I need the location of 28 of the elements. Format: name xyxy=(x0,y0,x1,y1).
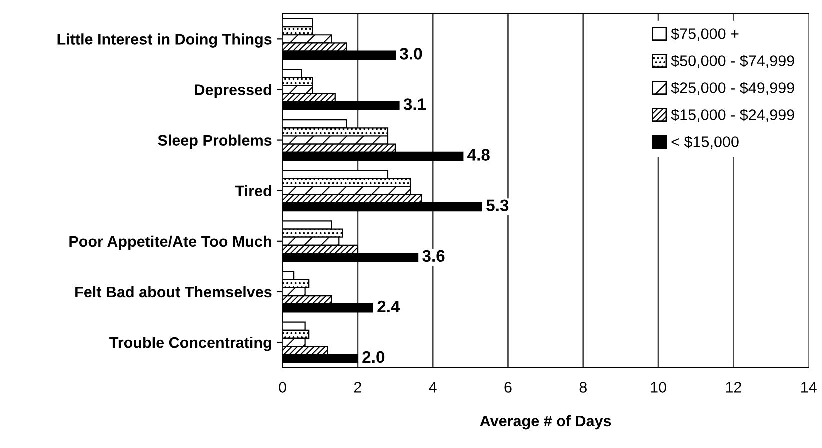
legend-label: $75,000 + xyxy=(671,28,739,42)
y-tick-label: Poor Appetite/Ate Too Much xyxy=(70,236,272,250)
x-tick-label: 4 xyxy=(429,382,437,393)
x-tick-label: 14 xyxy=(802,382,817,393)
legend-label: $25,000 - $49,999 xyxy=(671,82,794,96)
legend-label: $15,000 - $24,999 xyxy=(671,108,794,122)
data-label: 2.4 xyxy=(378,300,400,312)
x-tick-label: 12 xyxy=(726,382,742,393)
x-tick-label: 8 xyxy=(580,382,587,393)
x-tick-label: 0 xyxy=(279,382,286,393)
data-label: 2.0 xyxy=(362,351,385,364)
data-label: 3.0 xyxy=(400,48,422,60)
legend-label: < $15,000 xyxy=(672,136,739,150)
legend-label: $50,000 - $74,999 xyxy=(671,54,794,68)
y-tick-label: Trouble Concentrating xyxy=(110,336,272,352)
x-axis-title: Average # of Days xyxy=(480,415,612,430)
y-tick-label: Tired xyxy=(235,185,272,197)
y-tick-label: Little Interest in Doing Things xyxy=(58,34,272,48)
x-tick-label: 6 xyxy=(504,382,512,393)
x-tick-label: 10 xyxy=(651,382,666,393)
y-tick-label: Felt Bad about Themselves xyxy=(76,286,272,298)
y-tick-label: Depressed xyxy=(195,84,272,98)
x-tick-label: 2 xyxy=(354,382,362,393)
data-label: 5.3 xyxy=(486,200,509,212)
data-label: 3.6 xyxy=(422,250,445,262)
y-tick-label: Sleep Problems xyxy=(158,134,272,149)
data-label: 3.1 xyxy=(404,98,426,110)
data-label: 4.8 xyxy=(468,149,490,161)
